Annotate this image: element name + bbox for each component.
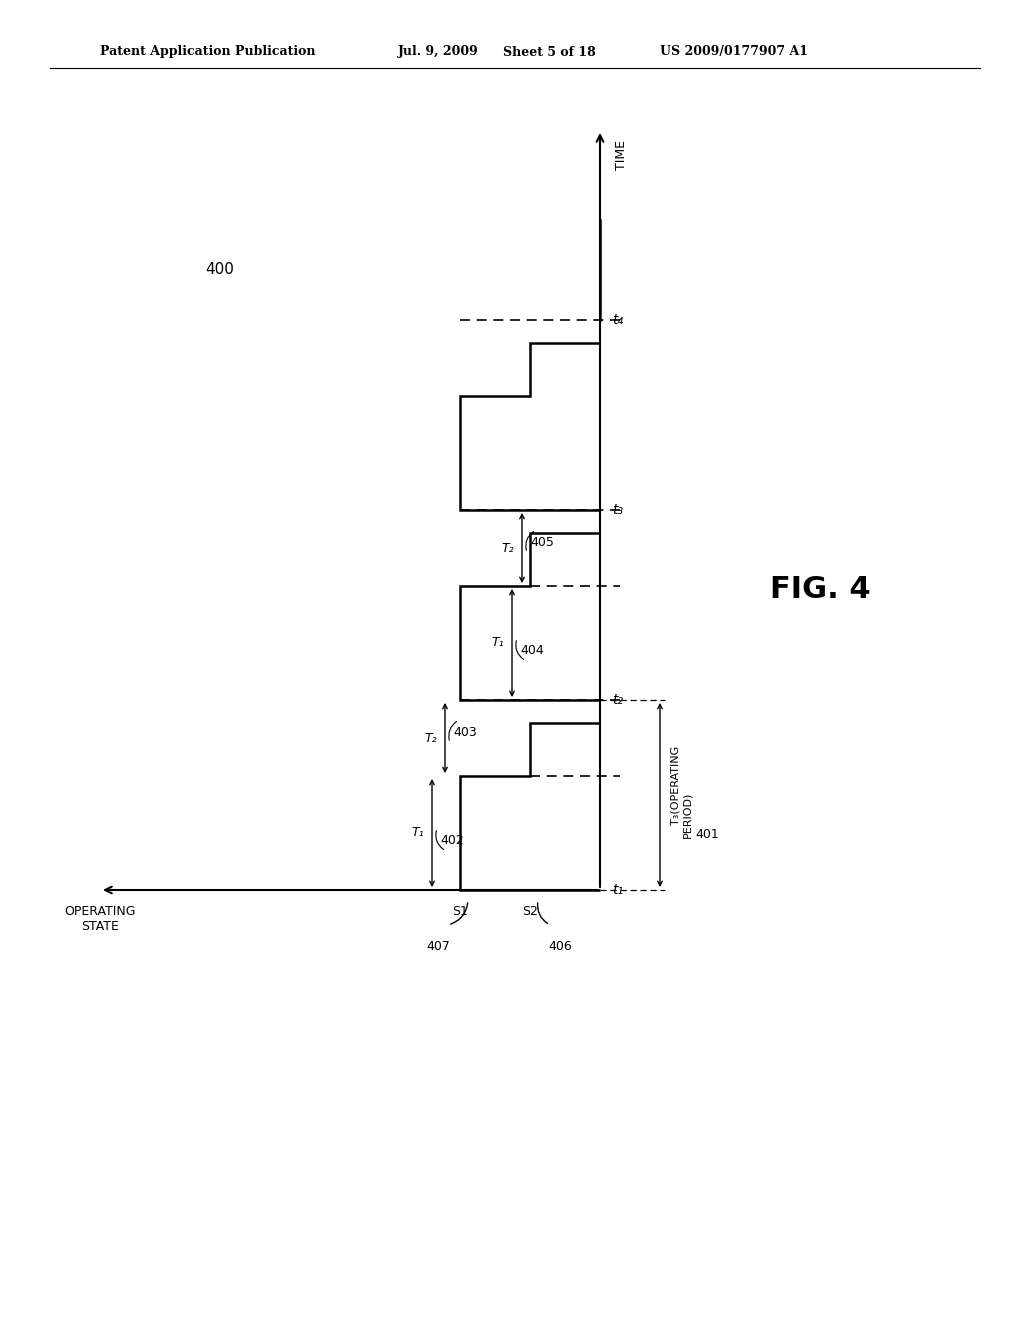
Text: 401: 401 bbox=[695, 829, 719, 842]
Text: 404: 404 bbox=[520, 644, 544, 657]
Text: US 2009/0177907 A1: US 2009/0177907 A1 bbox=[660, 45, 808, 58]
Text: 403: 403 bbox=[453, 726, 477, 739]
Text: t₂: t₂ bbox=[612, 693, 624, 708]
Text: 407: 407 bbox=[426, 940, 450, 953]
Text: 406: 406 bbox=[548, 940, 571, 953]
Text: Jul. 9, 2009: Jul. 9, 2009 bbox=[398, 45, 479, 58]
Text: 405: 405 bbox=[530, 536, 554, 549]
Text: T₁: T₁ bbox=[412, 826, 424, 840]
Text: OPERATING
STATE: OPERATING STATE bbox=[65, 906, 136, 933]
Text: PERIOD): PERIOD) bbox=[682, 792, 692, 838]
Text: S1: S1 bbox=[452, 906, 468, 917]
Text: Patent Application Publication: Patent Application Publication bbox=[100, 45, 315, 58]
Text: S2: S2 bbox=[522, 906, 538, 917]
Text: FIG. 4: FIG. 4 bbox=[770, 576, 870, 605]
Text: 400: 400 bbox=[206, 263, 234, 277]
Text: TIME: TIME bbox=[615, 140, 628, 170]
Text: t₁: t₁ bbox=[612, 883, 624, 898]
Text: 402: 402 bbox=[440, 834, 464, 847]
Text: T₂: T₂ bbox=[424, 731, 437, 744]
Text: T₁: T₁ bbox=[492, 636, 504, 649]
Text: Sheet 5 of 18: Sheet 5 of 18 bbox=[503, 45, 596, 58]
Text: t₄: t₄ bbox=[612, 313, 624, 327]
Text: t₃: t₃ bbox=[612, 503, 624, 517]
Text: T₂: T₂ bbox=[502, 541, 514, 554]
Text: T₃(OPERATING: T₃(OPERATING bbox=[670, 746, 680, 825]
